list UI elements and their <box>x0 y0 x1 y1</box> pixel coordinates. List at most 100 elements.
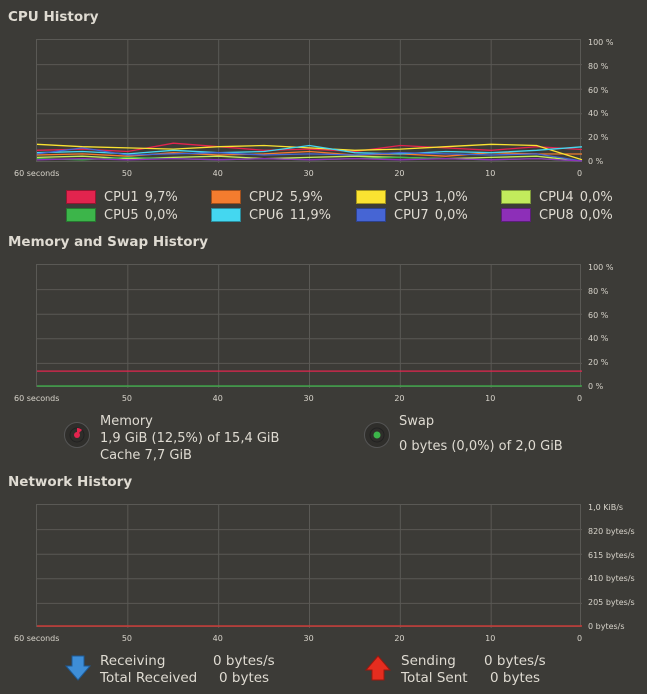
cpu-x-tick-label: 10 <box>485 169 496 178</box>
cpu-x-tick-label: 0 <box>577 169 583 178</box>
receiving-value: 0 bytes/s <box>213 653 275 669</box>
swap-usage: 0 bytes (0,0%) of 2,0 GiB <box>399 439 563 454</box>
legend-item-cpu2[interactable]: CPU2 5,9% <box>211 189 323 205</box>
memory-x-tick-label: 0 <box>577 394 583 403</box>
memory-history-title: Memory and Swap History <box>8 234 208 250</box>
legend-item-cpu8[interactable]: CPU8 0,0% <box>501 207 613 223</box>
network-history-plot <box>37 505 582 628</box>
color-swatch[interactable] <box>356 208 386 222</box>
network-y-tick-label: 205 bytes/s <box>588 598 635 608</box>
network-x-tick-label: 0 <box>577 634 583 643</box>
memory-x-tick-label: 50 <box>121 394 133 403</box>
legend-name: CPU8 <box>539 207 574 223</box>
cpu-y-tick-label: 80 % <box>588 61 609 71</box>
cpu-y-tick-label: 0 % <box>588 157 604 166</box>
legend-name: CPU7 <box>394 207 429 223</box>
swap-pie-icon[interactable] <box>364 422 390 448</box>
cpu-x-tick-label: 30 <box>303 169 314 178</box>
cpu-x-tick-label: 50 <box>121 169 133 178</box>
series-line-cpu7 <box>36 147 583 162</box>
network-history-graph <box>36 504 582 628</box>
color-swatch[interactable] <box>211 190 241 204</box>
series-line-cpu6 <box>36 144 583 155</box>
legend-value: 0,0% <box>144 207 178 223</box>
sending-values: 0 bytes/s 0 bytes <box>484 653 546 687</box>
network-x-tick-label: 10 <box>485 634 496 643</box>
memory-x-tick-label: 60 seconds <box>14 394 60 403</box>
color-swatch[interactable] <box>66 190 96 204</box>
color-swatch[interactable] <box>356 190 386 204</box>
memory-y-tick-label: 60 % <box>588 310 609 320</box>
sending-info: Sending Total Sent <box>401 653 468 687</box>
memory-x-tick-label: 40 <box>212 394 223 403</box>
legend-name: CPU3 <box>394 189 429 205</box>
legend-value: 0,0% <box>579 207 613 223</box>
legend-value: 9,7% <box>144 189 178 205</box>
cpu-x-tick-label: 40 <box>212 169 223 178</box>
network-x-tick-label: 60 seconds <box>14 634 60 643</box>
cpu-history-title: CPU History <box>8 9 99 25</box>
cpu-history-graph <box>36 39 583 163</box>
color-swatch[interactable] <box>211 208 241 222</box>
memory-y-tick-label: 100 % <box>588 263 614 272</box>
receiving-info: Receiving Total Received <box>100 653 197 687</box>
legend-name: CPU2 <box>249 189 284 205</box>
legend-item-cpu3[interactable]: CPU3 1,0% <box>356 189 468 205</box>
legend-item-cpu5[interactable]: CPU5 0,0% <box>66 207 178 223</box>
memory-y-tick-label: 20 % <box>588 358 609 368</box>
color-swatch[interactable] <box>66 208 96 222</box>
memory-pie-chart <box>69 427 85 443</box>
legend-item-cpu6[interactable]: CPU6 11,9% <box>211 207 331 223</box>
memory-cache: Cache 7,7 GiB <box>100 448 192 463</box>
series-line-cpu1 <box>36 142 583 153</box>
network-y-tick-label: 615 bytes/s <box>588 550 635 560</box>
memory-history-graph <box>36 264 582 388</box>
cpu-y-tick-label: 40 % <box>588 109 609 119</box>
series-line-cpu8 <box>36 157 583 162</box>
network-x-tick-label: 30 <box>303 634 314 643</box>
receiving-label: Receiving <box>100 653 166 669</box>
total-received-value: 0 bytes <box>219 670 270 686</box>
network-y-tick-label: 410 bytes/s <box>588 574 635 584</box>
series-line-cpu3 <box>36 143 583 161</box>
legend-name: CPU4 <box>539 189 574 205</box>
swap-label: Swap <box>399 414 435 429</box>
receiving-arrow-icon[interactable] <box>64 654 92 682</box>
color-swatch[interactable] <box>501 208 531 222</box>
cpu-y-tick-label: 60 % <box>588 85 609 95</box>
memory-info: Memory 1,9 GiB (12,5%) of 15,4 GiB Cache… <box>100 413 279 464</box>
legend-name: CPU1 <box>104 189 139 205</box>
legend-item-cpu7[interactable]: CPU7 0,0% <box>356 207 468 223</box>
legend-value: 11,9% <box>289 207 332 223</box>
network-y-tick-label: 0 bytes/s <box>588 622 625 631</box>
memory-history-plot <box>37 265 582 388</box>
memory-label: Memory <box>100 414 153 429</box>
network-history-title: Network History <box>8 474 133 490</box>
legend-value: 1,0% <box>434 189 468 205</box>
memory-pie-icon[interactable] <box>64 422 90 448</box>
cpu-x-tick-label: 60 seconds <box>14 169 60 178</box>
network-y-tick-label: 820 bytes/s <box>588 526 635 536</box>
memory-y-tick-label: 0 % <box>588 382 604 391</box>
network-x-tick-label: 40 <box>212 634 223 643</box>
cpu-history-plot <box>36 40 583 163</box>
memory-usage: 1,9 GiB (12,5%) of 15,4 GiB <box>100 431 280 446</box>
network-y-tick-label: 1,0 KiB/s <box>588 503 624 512</box>
color-swatch[interactable] <box>501 190 531 204</box>
series-line-cpu4 <box>36 155 583 162</box>
legend-value: 0,0% <box>434 207 468 223</box>
memory-x-tick-label: 30 <box>303 394 314 403</box>
receiving-values: 0 bytes/s 0 bytes <box>213 653 275 687</box>
cpu-x-tick-label: 20 <box>394 169 405 178</box>
sending-value: 0 bytes/s <box>484 653 546 669</box>
legend-value: 0,0% <box>579 189 613 205</box>
memory-x-tick-label: 20 <box>394 394 405 403</box>
legend-item-cpu4[interactable]: CPU4 0,0% <box>501 189 613 205</box>
network-x-tick-label: 50 <box>121 634 133 643</box>
swap-pie-chart <box>369 427 385 443</box>
legend-item-cpu1[interactable]: CPU1 9,7% <box>66 189 178 205</box>
sending-label: Sending <box>401 653 456 669</box>
sending-arrow-icon[interactable] <box>364 654 392 682</box>
cpu-y-tick-label: 100 % <box>588 38 614 47</box>
legend-name: CPU6 <box>249 207 284 223</box>
